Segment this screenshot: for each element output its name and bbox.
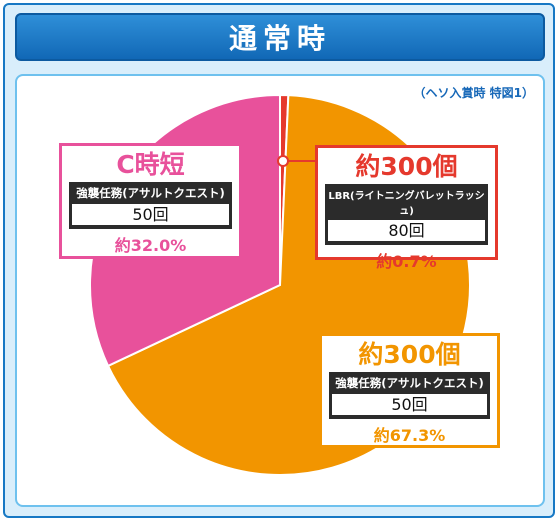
assault-mode-name: 強襲任務(アサルトクエスト) <box>335 376 484 390</box>
assault-title: 約300個 <box>358 340 461 369</box>
lbr-count: 80回 <box>328 220 485 241</box>
lbr-title: 約300個 <box>355 152 458 181</box>
lbr-percent: 約0.7% <box>376 252 437 271</box>
assault-mode: 強襲任務(アサルトクエスト) 50回 <box>329 372 490 419</box>
c-jitan-count: 50回 <box>72 204 229 225</box>
assault-label-box: 約300個 強襲任務(アサルトクエスト) 50回 約67.3% <box>319 333 500 448</box>
lbr-label-box: 約300個 LBR(ライトニングバレットラッシュ) 80回 約0.7% <box>315 145 498 271</box>
lbr-connector-dot <box>277 155 289 167</box>
assault-count: 50回 <box>332 394 487 415</box>
page-title: 通常時 <box>15 13 545 61</box>
condition-note: （ヘソ入賞時 特図1） <box>413 86 534 100</box>
c-jitan-title: C時短 <box>116 150 185 179</box>
c-jitan-percent: 約32.0% <box>114 236 187 255</box>
c-jitan-label-box: C時短 強襲任務(アサルトクエスト) 50回 約32.0% <box>59 143 242 259</box>
c-jitan-mode-name: 強襲任務(アサルトクエスト) <box>76 186 225 200</box>
assault-percent: 約67.3% <box>373 426 446 445</box>
lbr-mode: LBR(ライトニングバレットラッシュ) 80回 <box>325 184 488 245</box>
lbr-mode-name: LBR(ライトニングバレットラッシュ) <box>328 191 485 217</box>
c-jitan-mode: 強襲任務(アサルトクエスト) 50回 <box>69 182 232 229</box>
